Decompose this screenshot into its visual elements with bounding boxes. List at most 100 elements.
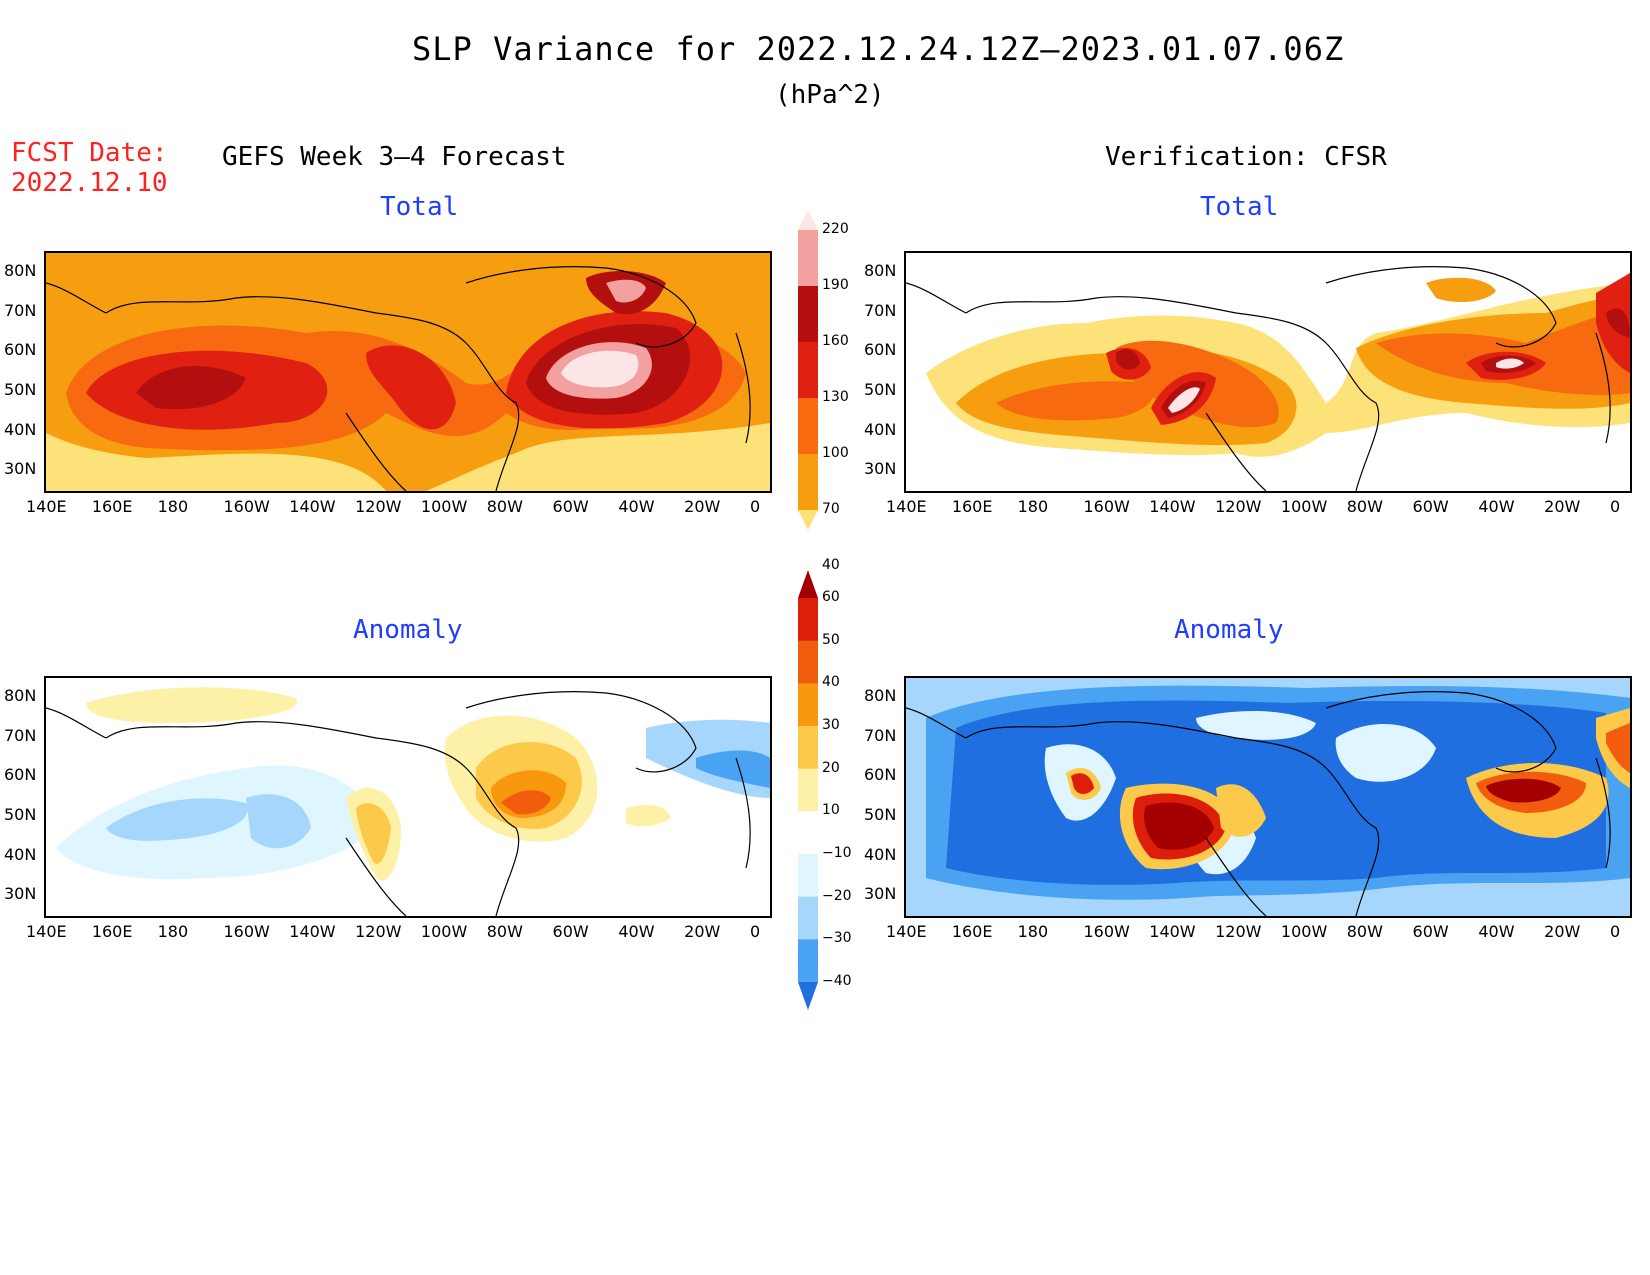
verif-total-lat-label: 80N <box>864 260 897 280</box>
total-colorbar-tick-label: 100 <box>822 445 849 461</box>
fcst-anom-subtitle: Anomaly <box>353 615 463 645</box>
verif-total-lat-label: 30N <box>864 459 897 479</box>
anomaly-colorbar-tick-label: 20 <box>822 759 840 776</box>
verif-anom-lon-label: 160W <box>1083 922 1130 941</box>
verif-anom-lat-label: 80N <box>864 685 897 705</box>
fcst-total-lon-label: 140E <box>26 497 67 516</box>
fcst-total-lon-label: 160W <box>223 497 270 516</box>
anomaly-colorbar-swatch <box>798 683 818 727</box>
fcst-total-lat-label: 70N <box>4 300 37 320</box>
fcst-total-lon-label: 120W <box>355 497 402 516</box>
anomaly-colorbar-tick-label: −30 <box>822 930 852 947</box>
verif-anom-lat-label: 70N <box>864 725 897 745</box>
total-colorbar-tick-label: 190 <box>822 277 849 293</box>
anomaly-colorbar-tick-label: −40 <box>822 973 852 989</box>
verif-total-lon-label: 80W <box>1346 497 1383 516</box>
fcst-total-lat-label: 40N <box>4 419 37 439</box>
total-colorbar-swatch <box>798 454 818 511</box>
total-colorbar-tick-label: 70 <box>822 501 840 517</box>
fcst-anom-lat-label: 30N <box>4 884 37 904</box>
verif-total-lon-label: 20W <box>1544 497 1581 516</box>
verif-anom-lat-label: 30N <box>864 884 897 904</box>
anomaly-colorbar-tick-label: 60 <box>822 589 840 605</box>
total-colorbar-tick-label: 40 <box>822 557 840 573</box>
verif-total-subtitle: Total <box>1200 192 1279 222</box>
fcst-date-label: FCST Date: <box>11 138 168 168</box>
verif-total-lon-label: 160E <box>951 497 993 516</box>
figure-title: SLP Variance for 2022.12.24.12Z–2023.01.… <box>412 30 1345 68</box>
anomaly-colorbar-swatch <box>798 854 818 898</box>
total-colorbar <box>798 210 818 530</box>
anomaly-colorbar-tick-label: 30 <box>822 717 840 733</box>
anomaly-colorbar-tick-label: 10 <box>822 802 840 819</box>
verif-anom-lon-label: 120W <box>1215 922 1262 941</box>
verif-total-lat-label: 60N <box>864 340 897 360</box>
verif-anom-lon-label: 140E <box>886 922 927 941</box>
total-colorbar-tick-label: 130 <box>822 389 849 405</box>
verif-anom-lon-label: 160E <box>951 922 993 941</box>
fcst-total-lon-label: 100W <box>420 497 468 516</box>
fcst-anom-lon-label: 20W <box>684 922 721 941</box>
anomaly-colorbar-swatch <box>798 768 818 812</box>
anomaly-colorbar-swatch <box>798 939 818 983</box>
total-colorbar-swatch <box>798 398 818 455</box>
fcst-total-lon-label: 60W <box>552 497 589 516</box>
fcst-total-map <box>44 251 772 493</box>
fcst-total-lat-label: 30N <box>4 459 37 479</box>
verif-total-lon-label: 60W <box>1412 497 1449 516</box>
fcst-anom-lon-label: 40W <box>618 922 655 941</box>
anomaly-colorbar <box>798 570 818 1010</box>
fcst-anom-lon-label: 60W <box>552 922 589 941</box>
verif-total-lat-label: 70N <box>864 300 897 320</box>
anomaly-colorbar-tick-label: −10 <box>822 845 852 861</box>
fcst-anom-lon-label: 180 <box>157 922 189 941</box>
fcst-total-lat-label: 60N <box>4 340 37 360</box>
verif-total-lon-label: 180 <box>1017 497 1049 516</box>
anomaly-colorbar-swatch <box>798 982 818 1010</box>
fcst-anom-lat-label: 40N <box>4 844 37 864</box>
right-panel-header: Verification: CFSR <box>1105 142 1387 172</box>
verif-total-lon-label: 120W <box>1215 497 1262 516</box>
verif-anom-lat-label: 60N <box>864 765 897 785</box>
fcst-anom-lon-label: 160E <box>91 922 133 941</box>
verif-anom-lon-label: 80W <box>1346 922 1383 941</box>
verif-anom-lon-label: 100W <box>1280 922 1328 941</box>
fcst-total-lon-label: 0 <box>750 497 761 516</box>
fcst-anom-lon-label: 140E <box>26 922 67 941</box>
fcst-total-lon-label: 40W <box>618 497 655 516</box>
fcst-anom-lat-label: 60N <box>4 765 37 785</box>
verif-anom-lon-label: 180 <box>1017 922 1049 941</box>
total-colorbar-swatch <box>798 510 818 530</box>
verif-anom-lat-label: 40N <box>864 844 897 864</box>
anomaly-colorbar-swatch <box>798 640 818 684</box>
anomaly-colorbar-swatch <box>798 598 818 642</box>
verif-total-map <box>904 251 1632 493</box>
fcst-anom-map <box>44 676 772 918</box>
anomaly-colorbar-swatch <box>798 896 818 940</box>
verif-total-lon-label: 140W <box>1149 497 1196 516</box>
fcst-anom-lat-label: 70N <box>4 725 37 745</box>
verif-anom-lat-label: 50N <box>864 804 897 824</box>
verif-total-lat-label: 40N <box>864 419 897 439</box>
total-colorbar-swatch <box>798 230 818 287</box>
fcst-total-lon-label: 180 <box>157 497 189 516</box>
verif-total-lon-label: 160W <box>1083 497 1130 516</box>
total-colorbar-tick-label: 220 <box>822 221 849 237</box>
verif-anom-lon-label: 0 <box>1610 922 1621 941</box>
verif-anom-lon-label: 140W <box>1149 922 1196 941</box>
anomaly-colorbar-swatch <box>798 811 818 855</box>
verif-total-lon-label: 100W <box>1280 497 1328 516</box>
verif-anom-lon-label: 20W <box>1544 922 1581 941</box>
verif-anom-map <box>904 676 1632 918</box>
total-colorbar-swatch <box>798 210 818 230</box>
fcst-total-lon-label: 80W <box>486 497 523 516</box>
anomaly-colorbar-swatch <box>798 570 818 598</box>
fcst-anom-lon-label: 80W <box>486 922 523 941</box>
verif-total-lon-label: 140E <box>886 497 927 516</box>
fcst-anom-lon-label: 0 <box>750 922 761 941</box>
total-colorbar-swatch <box>798 342 818 399</box>
fcst-anom-lat-label: 50N <box>4 804 37 824</box>
total-colorbar-swatch <box>798 286 818 343</box>
units-label: (hPa^2) <box>775 80 885 110</box>
anomaly-colorbar-tick-label: 40 <box>822 674 840 691</box>
